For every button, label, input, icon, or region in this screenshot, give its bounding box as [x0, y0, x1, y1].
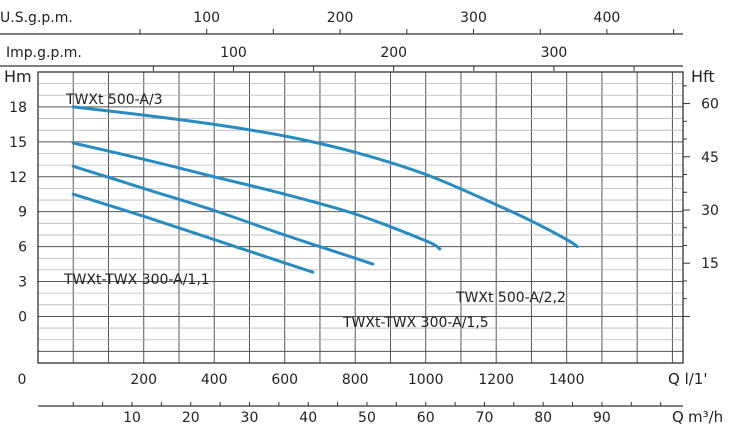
bottom-tick-label: 40: [299, 410, 317, 426]
bottom-axis-unit-label: m³/h: [688, 408, 723, 426]
curves: [71, 105, 579, 274]
right-tick-label: 45: [701, 150, 719, 166]
series-line-0: [71, 105, 579, 249]
grid: [0, 29, 690, 407]
right-tick-label: 60: [701, 97, 719, 113]
y-tick-label: 3: [18, 275, 27, 291]
y-axis-title: Hm: [4, 67, 32, 86]
bottom-tick-label: 80: [534, 410, 552, 426]
usgpm-tick-label: 400: [594, 10, 621, 26]
impgpm-tick-label: 100: [220, 45, 247, 61]
usgpm-tick-label: 200: [327, 10, 354, 26]
right-axis-title: Hft: [691, 67, 715, 86]
bottom-tick-label: 90: [593, 410, 611, 426]
bottom-tick-label: 50: [358, 410, 376, 426]
y-tick-label: 15: [9, 135, 27, 151]
y-tick-label: 9: [18, 205, 27, 221]
series-line-3: [71, 192, 315, 274]
x-tick-label: 200: [130, 372, 157, 388]
x-tick-label: 1200: [478, 372, 514, 388]
x-tick-label: 1000: [408, 372, 444, 388]
x-tick-label: 0: [18, 372, 27, 388]
bottom-tick-label: 20: [182, 410, 200, 426]
series-label-twxt-twx-300-a15: TWXt-TWX 300-A/1,5: [342, 315, 489, 331]
y-tick-label: 6: [18, 240, 27, 256]
x-tick-label: 800: [342, 372, 369, 388]
x-tick-label: 400: [201, 372, 228, 388]
impgpm-tick-label: 200: [380, 45, 407, 61]
bottom-tick-label: 60: [417, 410, 435, 426]
bottom-tick-label: 70: [476, 410, 494, 426]
series-label-twxt-500-a3: TWXt 500-A/3: [65, 92, 163, 108]
bottom-tick-label: 30: [241, 410, 259, 426]
bottom-axis-q-label: Q: [672, 408, 684, 426]
usgpm-axis-label: U.S.g.p.m.: [0, 10, 73, 26]
y-tick-label: 0: [18, 309, 27, 325]
y-tick-label: 12: [9, 170, 27, 186]
series-label-twxt-twx-300-a11: TWXt-TWX 300-A/1,1: [63, 272, 210, 288]
x-tick-label: 600: [271, 372, 298, 388]
series-label-twxt-500-a22: TWXt 500-A/2,2: [455, 290, 566, 306]
usgpm-tick-label: 100: [193, 10, 220, 26]
y-tick-label: 18: [9, 100, 27, 116]
series-line-1: [71, 141, 442, 251]
right-tick-label: 30: [701, 203, 719, 219]
impgpm-tick-label: 300: [541, 45, 568, 61]
x-tick-label: 1400: [549, 372, 585, 388]
impgpm-axis-label: Imp.g.p.m.: [6, 45, 82, 61]
usgpm-tick-label: 300: [460, 10, 487, 26]
x-axis-title: Q l/1': [668, 370, 707, 388]
bottom-tick-label: 10: [123, 410, 141, 426]
plot-frame: [37, 71, 684, 364]
right-tick-label: 15: [701, 256, 719, 272]
series-line-2: [71, 164, 375, 266]
